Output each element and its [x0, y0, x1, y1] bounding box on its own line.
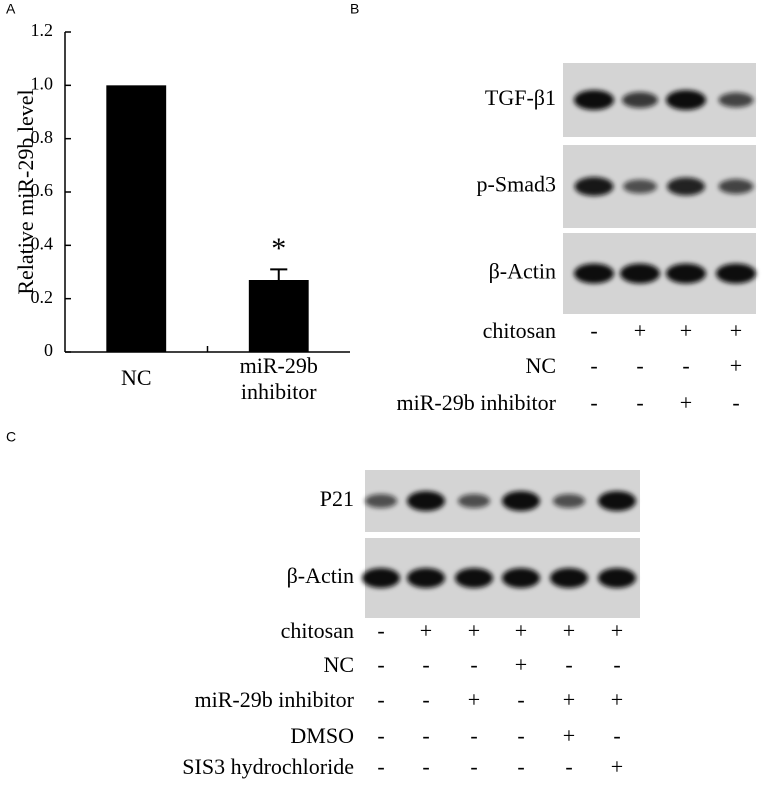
- significance-mark: *: [271, 232, 286, 265]
- condition-sign: -: [613, 652, 620, 677]
- condition-sign: +: [730, 353, 742, 378]
- blot-label: β-Actin: [287, 563, 354, 588]
- condition-sign: -: [377, 618, 384, 643]
- condition-sign: -: [470, 652, 477, 677]
- condition-sign: +: [611, 754, 623, 779]
- condition-sign: -: [377, 754, 384, 779]
- condition-sign: -: [590, 390, 597, 415]
- condition-sign: -: [470, 723, 477, 748]
- condition-sign: +: [515, 652, 527, 677]
- y-tick-label: 0.2: [31, 287, 54, 307]
- blot-band: [574, 90, 614, 110]
- bar: [106, 85, 167, 352]
- blot-band: [598, 568, 636, 588]
- blot-band: [552, 494, 586, 508]
- condition-label: miR-29b inhibitor: [397, 390, 557, 415]
- blot-band: [407, 491, 445, 511]
- condition-label: SIS3 hydrochloride: [182, 754, 354, 779]
- y-tick-label: 0.4: [31, 233, 54, 253]
- condition-sign: -: [377, 723, 384, 748]
- condition-sign: +: [680, 390, 692, 415]
- y-tick-label: 0: [44, 340, 53, 360]
- blot-band: [718, 179, 754, 194]
- condition-sign: +: [611, 687, 623, 712]
- blot-band: [666, 263, 706, 284]
- condition-sign: -: [377, 687, 384, 712]
- condition-label: chitosan: [483, 318, 556, 343]
- condition-label: chitosan: [281, 618, 354, 643]
- condition-sign: -: [682, 353, 689, 378]
- blot-band: [362, 568, 400, 588]
- condition-sign: -: [422, 687, 429, 712]
- condition-sign: -: [517, 687, 524, 712]
- blot-band: [598, 491, 636, 511]
- condition-sign: -: [636, 353, 643, 378]
- y-axis-label: Relative miR-29b level: [13, 89, 38, 294]
- condition-sign: -: [517, 754, 524, 779]
- blot-label: β-Actin: [489, 259, 556, 284]
- blot-label: TGF-β1: [485, 85, 556, 110]
- blot-band: [574, 177, 614, 196]
- y-tick-label: 1.2: [31, 20, 54, 40]
- condition-sign: -: [422, 652, 429, 677]
- blot-label: p-Smad3: [477, 172, 556, 197]
- condition-sign: +: [420, 618, 432, 643]
- blot-band: [574, 263, 614, 284]
- condition-sign: +: [468, 618, 480, 643]
- blot-band: [620, 263, 660, 284]
- condition-sign: -: [613, 723, 620, 748]
- condition-label: miR-29b inhibitor: [195, 687, 355, 712]
- condition-sign: +: [680, 318, 692, 343]
- panel-label: C: [6, 429, 16, 445]
- blot-band: [407, 568, 445, 588]
- condition-sign: -: [377, 652, 384, 677]
- condition-sign: +: [563, 687, 575, 712]
- blot-band: [667, 177, 705, 196]
- condition-sign: +: [515, 618, 527, 643]
- blot-band: [364, 494, 398, 508]
- blot-band: [716, 263, 756, 284]
- condition-sign: +: [468, 687, 480, 712]
- condition-sign: -: [422, 754, 429, 779]
- blot-band: [550, 568, 588, 588]
- condition-sign: +: [611, 618, 623, 643]
- condition-sign: +: [730, 318, 742, 343]
- x-tick-label: NC: [121, 365, 152, 390]
- blot-band: [666, 90, 706, 110]
- condition-sign: -: [732, 390, 739, 415]
- condition-label: DMSO: [290, 723, 354, 748]
- blot-band: [502, 491, 540, 511]
- x-tick-label: miR-29b inhibitor: [240, 353, 318, 404]
- blot-band: [502, 568, 540, 588]
- blot-band: [623, 179, 657, 194]
- blot-band: [457, 494, 491, 508]
- y-tick-label: 0.8: [31, 127, 54, 147]
- condition-sign: -: [565, 652, 572, 677]
- condition-label: NC: [525, 353, 556, 378]
- condition-sign: +: [634, 318, 646, 343]
- y-tick-label: 0.6: [31, 180, 54, 200]
- blot-label: P21: [320, 486, 354, 511]
- condition-sign: +: [563, 723, 575, 748]
- blot-band: [718, 92, 754, 108]
- panel-label: A: [6, 1, 16, 17]
- condition-sign: -: [422, 723, 429, 748]
- condition-label: NC: [323, 652, 354, 677]
- condition-sign: -: [565, 754, 572, 779]
- blot-band: [455, 568, 493, 588]
- error-bar: [270, 268, 288, 280]
- condition-sign: -: [470, 754, 477, 779]
- blot-band: [622, 92, 658, 108]
- panel-label: B: [350, 1, 359, 17]
- condition-sign: -: [517, 723, 524, 748]
- condition-sign: -: [636, 390, 643, 415]
- bar: [248, 280, 309, 352]
- condition-sign: -: [590, 353, 597, 378]
- y-tick-label: 1.0: [31, 73, 54, 93]
- condition-sign: -: [590, 318, 597, 343]
- condition-sign: +: [563, 618, 575, 643]
